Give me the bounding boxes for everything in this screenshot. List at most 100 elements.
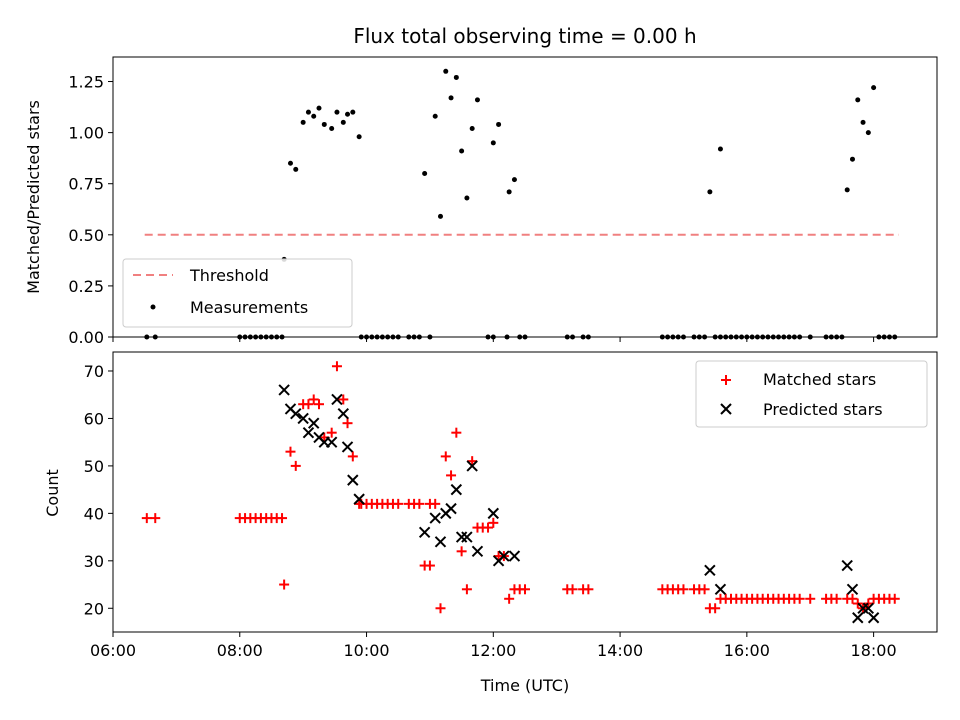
predicted-star-marker	[325, 436, 338, 448]
predicted-star-marker	[471, 545, 484, 558]
measurement-point	[356, 134, 362, 140]
measurement-point	[490, 140, 496, 146]
measurement-point	[287, 160, 293, 166]
measurement-point	[855, 97, 861, 103]
matched-star-marker	[461, 584, 472, 595]
measurement-point	[340, 119, 346, 125]
ratio-y-tick-label: 0.50	[68, 226, 104, 245]
matched-star-marker	[699, 584, 710, 595]
measurement-point	[305, 109, 311, 115]
matched-star-marker	[446, 470, 457, 481]
predicted-star-marker	[508, 550, 521, 562]
measurement-point	[860, 119, 866, 125]
predicted-star-marker	[297, 412, 309, 425]
legend-threshold-label: Threshold	[189, 266, 269, 285]
x-tick-label: 06:00	[90, 641, 136, 660]
count-panel: Count Time (UTC) 20 30 40 50 60 70 06:00 08:00 1…	[43, 351, 938, 695]
measurement-point	[334, 109, 340, 115]
predicted-star-marker	[498, 550, 510, 562]
count-y-tick-label: 30	[84, 552, 104, 571]
measurement-point	[849, 156, 855, 162]
legend-predicted-label: Predicted stars	[763, 400, 883, 419]
measurement-point	[871, 85, 877, 91]
matched-star-marker	[150, 513, 161, 524]
ratio-y-tick-label: 0.75	[68, 175, 104, 194]
count-y-tick-label: 50	[84, 457, 104, 476]
matched-star-marker	[678, 584, 689, 595]
matched-star-marker	[805, 593, 816, 604]
measurement-point	[321, 121, 327, 127]
ratio-legend: Threshold Measurements	[122, 258, 353, 328]
predicted-star-marker	[418, 526, 431, 539]
predicted-star-marker	[445, 502, 457, 515]
measurement-point	[865, 130, 871, 136]
matched-star-marker	[314, 399, 324, 410]
measurement-point	[844, 187, 850, 193]
matched-star-marker	[488, 517, 499, 528]
matched-star-marker	[456, 546, 467, 557]
matched-star-marker	[347, 451, 358, 462]
measurement-point	[717, 146, 723, 152]
measurement-point	[469, 126, 475, 132]
count-ticks: 20 30 40 50 60 70 06:00 08:00 10:00 12:00 14:00 16:…	[84, 362, 897, 660]
predicted-star-marker	[353, 493, 365, 505]
predicted-star-marker	[450, 483, 463, 496]
measurement-point	[453, 74, 459, 80]
measurement-point	[432, 113, 438, 119]
chart-title: Flux total observing time = 0.00 h	[353, 24, 696, 48]
count-plot-frame	[112, 351, 938, 633]
measurement-point	[422, 170, 428, 176]
legend-matched-label: Matched stars	[763, 370, 876, 389]
matched-star-marker	[331, 361, 342, 372]
matched-star-marker	[141, 513, 152, 524]
x-tick-label: 12:00	[470, 641, 516, 660]
predicted-star-marker	[429, 512, 441, 524]
matched-star-marker	[567, 584, 578, 595]
predicted-star-marker	[331, 393, 343, 406]
measurement-point	[345, 111, 351, 117]
legend-predicted-swatch	[720, 403, 732, 415]
measurement-point	[459, 148, 465, 154]
measurement-point	[329, 126, 335, 132]
count-y-tick-label: 60	[84, 409, 104, 428]
measurement-point	[464, 195, 470, 201]
measurement-point	[350, 109, 356, 115]
matched-star-marker	[338, 394, 349, 405]
legend-measurements-swatch	[150, 304, 156, 310]
count-y-axis-label: Count	[43, 469, 62, 517]
measurement-point	[707, 189, 713, 195]
predicted-star-marker	[846, 583, 859, 595]
predicted-star-marker	[862, 602, 875, 614]
matched-star-marker	[414, 498, 425, 509]
measurement-point	[443, 68, 449, 74]
predicted-star-marker	[341, 441, 354, 453]
predicted-star-marker	[278, 384, 290, 396]
count-y-tick-label: 20	[84, 599, 104, 618]
ratio-y-tick-label: 1.00	[68, 124, 104, 143]
matched-star-marker	[277, 513, 288, 524]
predicted-star-marker	[487, 507, 500, 520]
x-tick-label: 08:00	[217, 641, 263, 660]
ratio-y-tick-label: 0.25	[68, 277, 104, 296]
matched-star-marker	[326, 427, 337, 438]
matched-star-marker	[285, 446, 296, 457]
ratio-y-tick-label: 0.00	[68, 328, 104, 347]
ratio-legend-box	[122, 258, 353, 328]
matched-star-marker	[847, 593, 858, 604]
measurement-point	[437, 213, 443, 219]
ratio-plot-frame	[112, 56, 938, 338]
predicted-star-marker	[337, 407, 350, 420]
x-tick-label: 10:00	[343, 641, 389, 660]
predicted-star-marker	[461, 531, 473, 543]
measurement-point	[496, 121, 502, 127]
matched-star-marker	[424, 560, 435, 571]
ratio-y-tick-label: 1.25	[68, 73, 104, 92]
count-legend-box	[695, 360, 928, 428]
ratio-y-axis-label: Matched/Predicted stars	[24, 100, 43, 294]
predicted-star-marker	[302, 426, 315, 439]
ratio-panel: Flux total observing time = 0.00 h Match…	[24, 24, 938, 347]
x-tick-label: 14:00	[597, 641, 643, 660]
matched-star-marker	[279, 579, 290, 590]
predicted-star-marker	[704, 564, 716, 577]
